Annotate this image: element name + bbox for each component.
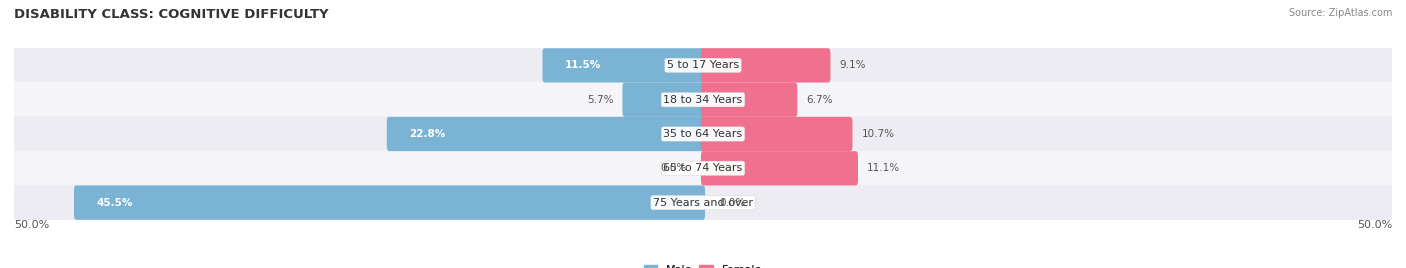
FancyBboxPatch shape — [14, 150, 1392, 186]
Text: 11.1%: 11.1% — [868, 163, 900, 173]
Text: 6.7%: 6.7% — [807, 95, 832, 105]
Text: 11.5%: 11.5% — [565, 60, 602, 70]
FancyBboxPatch shape — [14, 185, 1392, 221]
FancyBboxPatch shape — [702, 83, 797, 117]
FancyBboxPatch shape — [387, 117, 704, 151]
FancyBboxPatch shape — [702, 48, 831, 83]
Text: 0.0%: 0.0% — [661, 163, 686, 173]
Text: 65 to 74 Years: 65 to 74 Years — [664, 163, 742, 173]
FancyBboxPatch shape — [702, 117, 852, 151]
Text: 50.0%: 50.0% — [14, 220, 49, 230]
Text: 10.7%: 10.7% — [862, 129, 894, 139]
FancyBboxPatch shape — [702, 151, 858, 185]
Text: DISABILITY CLASS: COGNITIVE DIFFICULTY: DISABILITY CLASS: COGNITIVE DIFFICULTY — [14, 8, 329, 21]
Text: 50.0%: 50.0% — [1357, 220, 1392, 230]
Text: 5.7%: 5.7% — [586, 95, 613, 105]
FancyBboxPatch shape — [14, 82, 1392, 118]
Text: 18 to 34 Years: 18 to 34 Years — [664, 95, 742, 105]
FancyBboxPatch shape — [14, 116, 1392, 152]
FancyBboxPatch shape — [543, 48, 704, 83]
Text: 45.5%: 45.5% — [97, 198, 134, 208]
Legend: Male, Female: Male, Female — [640, 260, 766, 268]
Text: 75 Years and over: 75 Years and over — [652, 198, 754, 208]
Text: Source: ZipAtlas.com: Source: ZipAtlas.com — [1288, 8, 1392, 18]
Text: 35 to 64 Years: 35 to 64 Years — [664, 129, 742, 139]
FancyBboxPatch shape — [14, 47, 1392, 83]
Text: 9.1%: 9.1% — [839, 60, 866, 70]
Text: 0.0%: 0.0% — [720, 198, 745, 208]
Text: 5 to 17 Years: 5 to 17 Years — [666, 60, 740, 70]
Text: 22.8%: 22.8% — [409, 129, 446, 139]
FancyBboxPatch shape — [623, 83, 704, 117]
FancyBboxPatch shape — [75, 185, 704, 220]
